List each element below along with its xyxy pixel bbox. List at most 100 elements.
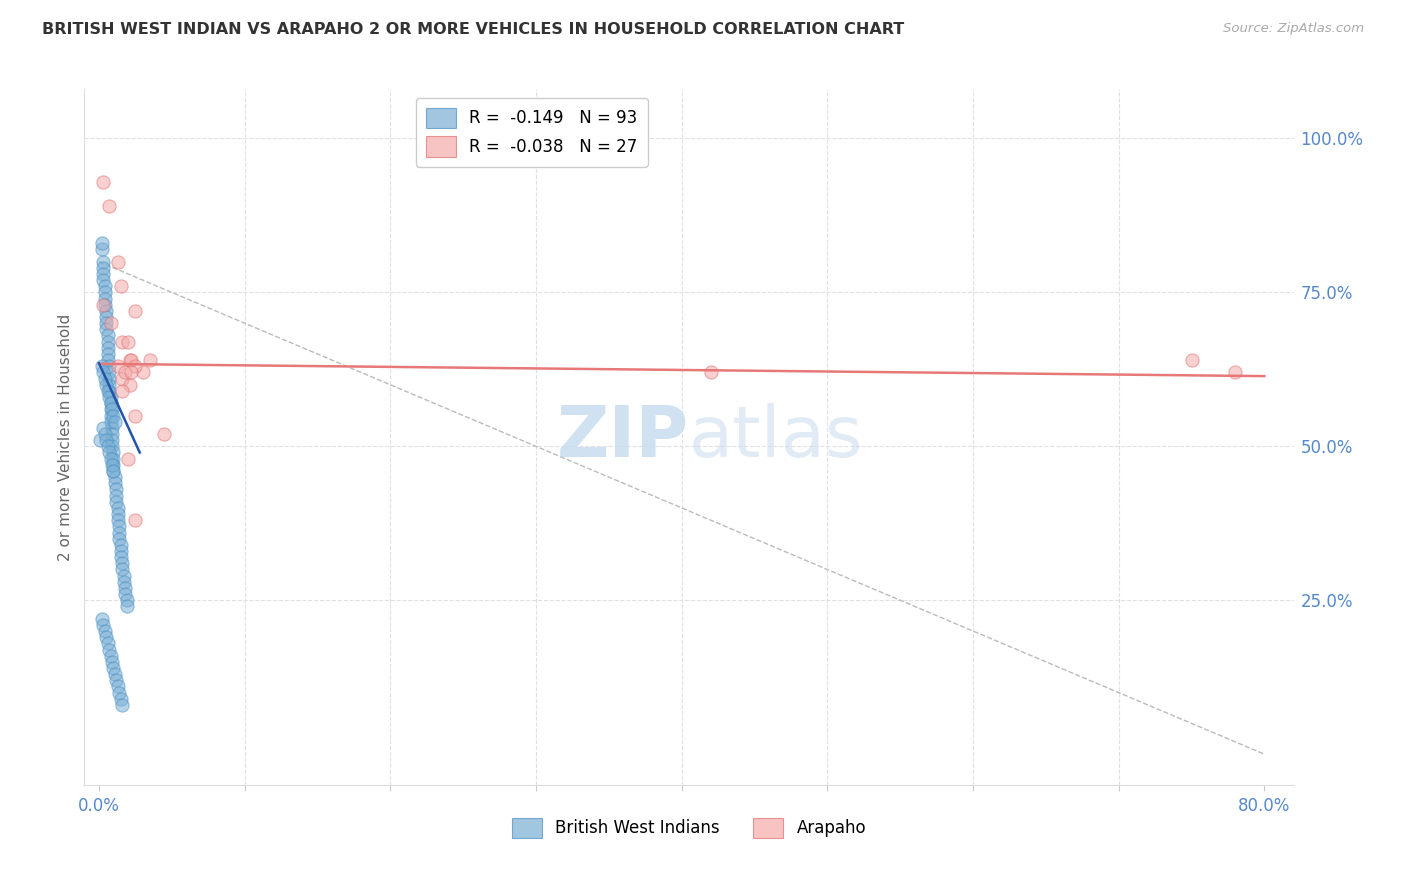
Point: [108, 532, 131, 546]
Point: [103, 464, 125, 478]
Point: [112, 574, 135, 589]
Point: [111, 562, 134, 576]
Point: [100, 396, 122, 410]
Point: [124, 359, 146, 374]
Point: [110, 544, 132, 558]
Point: [107, 254, 129, 268]
Point: [104, 667, 127, 681]
Point: [94, 371, 117, 385]
Point: [111, 698, 134, 712]
Point: [110, 538, 132, 552]
Point: [124, 303, 146, 318]
Point: [103, 451, 125, 466]
Point: [104, 415, 127, 429]
Point: [96, 310, 118, 324]
Point: [89, 433, 111, 447]
Point: [700, 366, 723, 380]
Point: [107, 513, 129, 527]
Point: [98, 359, 121, 374]
Point: [91, 421, 114, 435]
Point: [103, 661, 125, 675]
Point: [120, 353, 142, 368]
Point: [104, 476, 127, 491]
Point: [101, 427, 124, 442]
Point: [97, 347, 120, 361]
Point: [110, 279, 132, 293]
Point: [104, 470, 127, 484]
Point: [96, 303, 118, 318]
Point: [111, 371, 134, 385]
Point: [103, 409, 125, 423]
Point: [94, 624, 117, 638]
Point: [100, 316, 122, 330]
Point: [108, 525, 131, 540]
Point: [98, 384, 121, 398]
Point: [100, 409, 122, 423]
Point: [91, 618, 114, 632]
Text: ZIP: ZIP: [557, 402, 689, 472]
Point: [101, 458, 124, 472]
Point: [112, 568, 135, 582]
Point: [96, 377, 118, 392]
Point: [117, 451, 139, 466]
Point: [103, 445, 125, 459]
Point: [100, 451, 122, 466]
Point: [90, 359, 112, 374]
Text: atlas: atlas: [689, 402, 863, 472]
Point: [90, 236, 112, 251]
Point: [114, 587, 136, 601]
Point: [91, 273, 114, 287]
Point: [90, 612, 112, 626]
Point: [94, 427, 117, 442]
Y-axis label: 2 or more Vehicles in Household: 2 or more Vehicles in Household: [58, 313, 73, 561]
Point: [98, 445, 121, 459]
Point: [124, 513, 146, 527]
Point: [111, 384, 134, 398]
Point: [101, 402, 124, 417]
Point: [98, 366, 121, 380]
Point: [107, 507, 129, 521]
Point: [103, 464, 125, 478]
Point: [108, 685, 131, 699]
Point: [111, 334, 134, 349]
Point: [98, 371, 121, 385]
Point: [90, 242, 112, 256]
Point: [103, 458, 125, 472]
Point: [105, 494, 128, 508]
Point: [115, 593, 138, 607]
Point: [114, 366, 136, 380]
Point: [98, 390, 121, 404]
Point: [96, 433, 118, 447]
Point: [114, 581, 136, 595]
Point: [131, 366, 153, 380]
Point: [91, 260, 114, 275]
Point: [97, 353, 120, 368]
Point: [97, 636, 120, 650]
Point: [100, 402, 122, 417]
Text: BRITISH WEST INDIAN VS ARAPAHO 2 OR MORE VEHICLES IN HOUSEHOLD CORRELATION CHART: BRITISH WEST INDIAN VS ARAPAHO 2 OR MORE…: [42, 22, 904, 37]
Point: [105, 673, 128, 688]
Point: [101, 655, 124, 669]
Point: [97, 439, 120, 453]
Point: [107, 680, 129, 694]
Point: [105, 489, 128, 503]
Point: [111, 557, 134, 571]
Point: [139, 353, 162, 368]
Point: [91, 366, 114, 380]
Point: [98, 377, 121, 392]
Point: [97, 384, 120, 398]
Point: [96, 316, 118, 330]
Point: [97, 341, 120, 355]
Point: [107, 500, 129, 515]
Point: [107, 359, 129, 374]
Point: [100, 390, 122, 404]
Point: [100, 648, 122, 663]
Point: [91, 254, 114, 268]
Point: [96, 630, 118, 644]
Point: [98, 199, 121, 213]
Point: [101, 439, 124, 453]
Point: [101, 421, 124, 435]
Text: Source: ZipAtlas.com: Source: ZipAtlas.com: [1223, 22, 1364, 36]
Point: [115, 599, 138, 614]
Point: [120, 366, 142, 380]
